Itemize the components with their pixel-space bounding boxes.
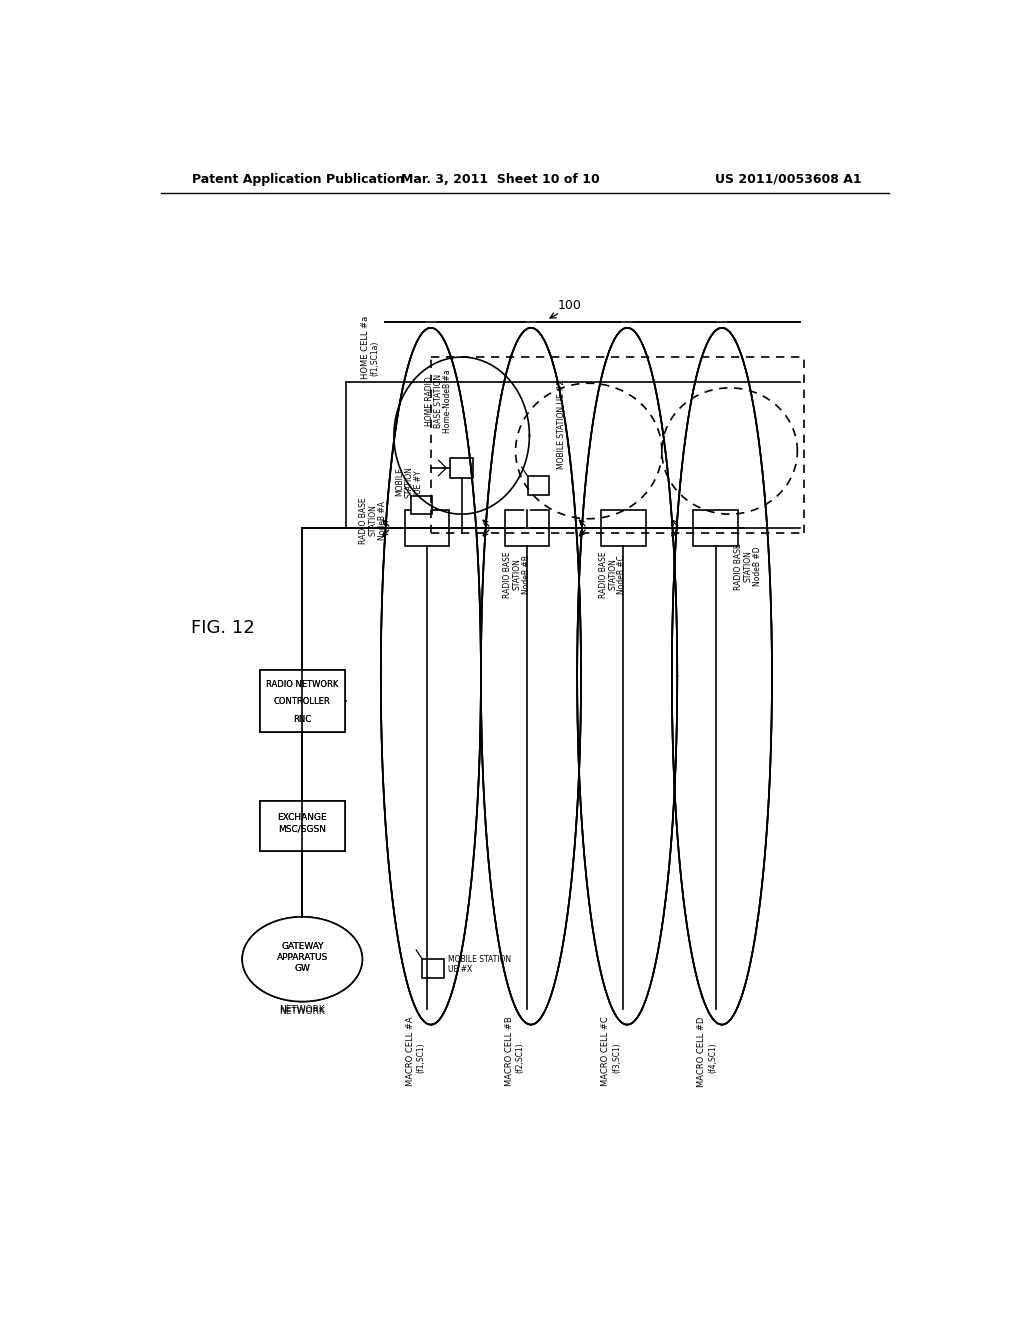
Bar xyxy=(411,496,432,515)
Text: MACRO CELL #A: MACRO CELL #A xyxy=(406,1016,415,1086)
Bar xyxy=(260,801,345,851)
Text: STATION: STATION xyxy=(369,504,378,536)
Text: RADIO BASE: RADIO BASE xyxy=(359,498,369,544)
Text: RADIO BASE: RADIO BASE xyxy=(599,550,608,598)
Text: NodeB #A: NodeB #A xyxy=(378,500,387,540)
Text: MSC/SGSN: MSC/SGSN xyxy=(279,825,327,834)
Text: RADIO BASE: RADIO BASE xyxy=(504,550,512,598)
Text: HOME RADIO: HOME RADIO xyxy=(425,376,434,426)
Text: RNC: RNC xyxy=(293,715,311,725)
Text: MOBILE STATION UE #Z: MOBILE STATION UE #Z xyxy=(557,379,566,469)
Text: (f3,SC1): (f3,SC1) xyxy=(612,1043,621,1073)
Text: GW: GW xyxy=(294,964,310,973)
Bar xyxy=(601,510,646,546)
Bar xyxy=(505,510,550,546)
Text: MOBILE: MOBILE xyxy=(395,467,404,496)
Text: BASE STATION: BASE STATION xyxy=(434,374,443,428)
Text: NodeB #B: NodeB #B xyxy=(522,554,530,594)
Text: (f2,SC1): (f2,SC1) xyxy=(516,1043,524,1073)
Text: MACRO CELL #B: MACRO CELL #B xyxy=(505,1016,514,1086)
Bar xyxy=(260,671,345,733)
Text: MSC/SGSN: MSC/SGSN xyxy=(279,825,327,834)
Text: EXCHANGE: EXCHANGE xyxy=(278,813,327,821)
Bar xyxy=(451,458,473,478)
Text: MACRO CELL #D: MACRO CELL #D xyxy=(697,1016,707,1086)
Text: Home-NodeB #a: Home-NodeB #a xyxy=(443,370,453,433)
Ellipse shape xyxy=(243,917,362,1002)
Text: FIG. 12: FIG. 12 xyxy=(191,619,255,638)
Text: GW: GW xyxy=(294,964,310,973)
Bar xyxy=(528,477,550,495)
Text: MACRO CELL #C: MACRO CELL #C xyxy=(601,1016,610,1086)
Text: RADIO BASE: RADIO BASE xyxy=(734,544,743,590)
Text: STATION: STATION xyxy=(608,558,617,590)
Text: RADIO NETWORK: RADIO NETWORK xyxy=(266,680,339,689)
Text: MOBILE STATION: MOBILE STATION xyxy=(447,954,511,964)
Text: APPARATUS: APPARATUS xyxy=(276,953,328,962)
Text: Patent Application Publication: Patent Application Publication xyxy=(193,173,404,186)
Text: NETWORK: NETWORK xyxy=(280,1005,326,1014)
Text: RNC: RNC xyxy=(293,715,311,725)
Text: NodeB #D: NodeB #D xyxy=(753,546,762,586)
Text: HOME CELL #a: HOME CELL #a xyxy=(360,315,370,379)
Bar xyxy=(260,801,345,851)
Text: EXCHANGE: EXCHANGE xyxy=(278,813,327,821)
Text: 100: 100 xyxy=(558,300,582,313)
Text: NETWORK: NETWORK xyxy=(280,1007,326,1016)
Text: APPARATUS: APPARATUS xyxy=(276,953,328,962)
Text: STATION: STATION xyxy=(743,550,753,582)
Text: (f1,SC1a): (f1,SC1a) xyxy=(370,341,379,376)
Text: UE #X: UE #X xyxy=(447,965,472,974)
Text: Mar. 3, 2011  Sheet 10 of 10: Mar. 3, 2011 Sheet 10 of 10 xyxy=(400,173,599,186)
Text: (f4,SC1): (f4,SC1) xyxy=(709,1043,717,1073)
Text: GATEWAY: GATEWAY xyxy=(281,942,324,952)
Text: STATION: STATION xyxy=(513,558,521,590)
Text: GATEWAY: GATEWAY xyxy=(281,942,324,952)
Text: STATION: STATION xyxy=(404,466,414,498)
Text: UE #Y: UE #Y xyxy=(414,470,423,494)
Ellipse shape xyxy=(243,917,362,1002)
Text: CONTROLLER: CONTROLLER xyxy=(273,697,331,706)
Text: CONTROLLER: CONTROLLER xyxy=(273,697,331,706)
Bar xyxy=(404,510,450,546)
Text: RADIO NETWORK: RADIO NETWORK xyxy=(266,680,339,689)
Bar xyxy=(693,510,738,546)
Bar xyxy=(422,960,444,978)
Text: NodeB #C: NodeB #C xyxy=(617,554,627,594)
Text: US 2011/0053608 A1: US 2011/0053608 A1 xyxy=(716,173,862,186)
Bar xyxy=(260,671,345,733)
Text: (f1,SC1): (f1,SC1) xyxy=(417,1043,425,1073)
